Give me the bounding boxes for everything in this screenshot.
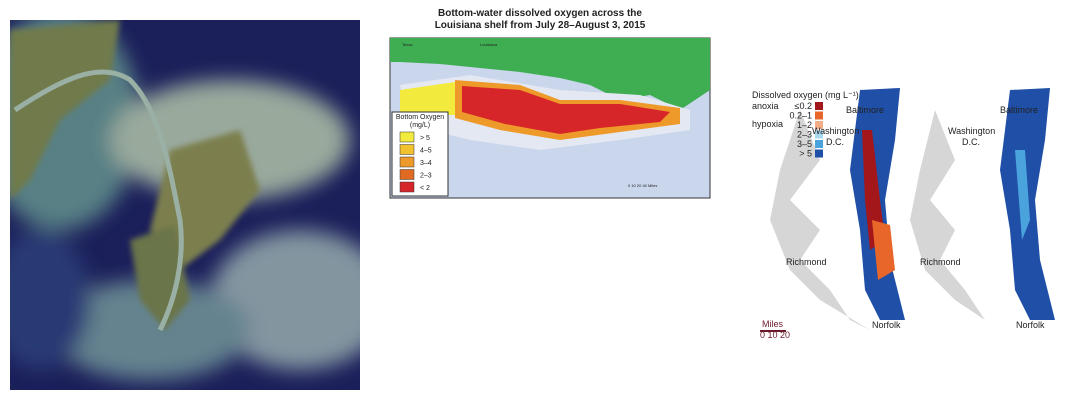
city-label: Richmond — [786, 257, 827, 267]
legend-label: > 5 — [420, 135, 430, 142]
legend-label: 0.2–1 — [789, 111, 812, 121]
legend-label: 1–2 — [797, 120, 812, 130]
legend-swatch — [815, 140, 823, 148]
legend-label: ≤0.2 — [795, 101, 812, 111]
place-label: Texas — [402, 42, 412, 47]
chesapeake-left — [770, 88, 905, 330]
satellite-photo — [10, 20, 360, 390]
map-title: Louisiana shelf from July 28–August 3, 2… — [435, 20, 646, 31]
hypoxia-label: hypoxia — [752, 119, 783, 129]
city-label: Richmond — [920, 257, 961, 267]
chesapeake-right — [910, 88, 1055, 330]
city-label: D.C. — [962, 137, 980, 147]
city-label: Norfolk — [872, 320, 901, 330]
legend-swatch — [399, 181, 415, 193]
legend-swatch — [399, 144, 415, 155]
legend-label: > 5 — [799, 149, 812, 159]
city-label: D.C. — [826, 137, 844, 147]
legend-swatch — [815, 121, 823, 129]
legend-title: (mg/L) — [410, 122, 430, 129]
legend-swatch — [815, 130, 823, 139]
legend-label: 4–5 — [420, 148, 432, 155]
city-label: Baltimore — [1000, 105, 1038, 115]
legend-label: 2–3 — [420, 173, 432, 180]
scale-label: Miles — [762, 319, 784, 329]
legend-title: Dissolved oxygen (mg L⁻¹) — [752, 90, 859, 100]
place-label: Louisiana — [480, 42, 498, 47]
legend-label: 3–5 — [797, 139, 812, 149]
city-label: Baltimore — [846, 105, 884, 115]
legend-label: < 2 — [420, 185, 430, 192]
legend-title: Bottom Oxygen — [396, 114, 444, 121]
legend-swatch — [815, 102, 823, 110]
anoxia-label: anoxia — [752, 101, 779, 111]
city-label: Norfolk — [1016, 320, 1045, 330]
legend-swatch — [399, 156, 415, 168]
map-title: Bottom-water dissolved oxygen across the — [438, 8, 642, 19]
legend-label: 2–3 — [797, 130, 812, 140]
city-label: Washington — [948, 126, 995, 136]
louisiana-map — [389, 37, 711, 199]
legend-label: 3–4 — [420, 160, 432, 167]
city-label: Washington — [812, 126, 859, 136]
scale-ticks: 0 10 20 — [760, 330, 790, 340]
legend-swatch — [815, 111, 823, 120]
scale-label: 0 10 20 40 Miles — [628, 183, 657, 188]
legend-swatch — [399, 169, 415, 180]
legend-swatch — [399, 131, 415, 143]
legend-swatch — [815, 149, 823, 158]
